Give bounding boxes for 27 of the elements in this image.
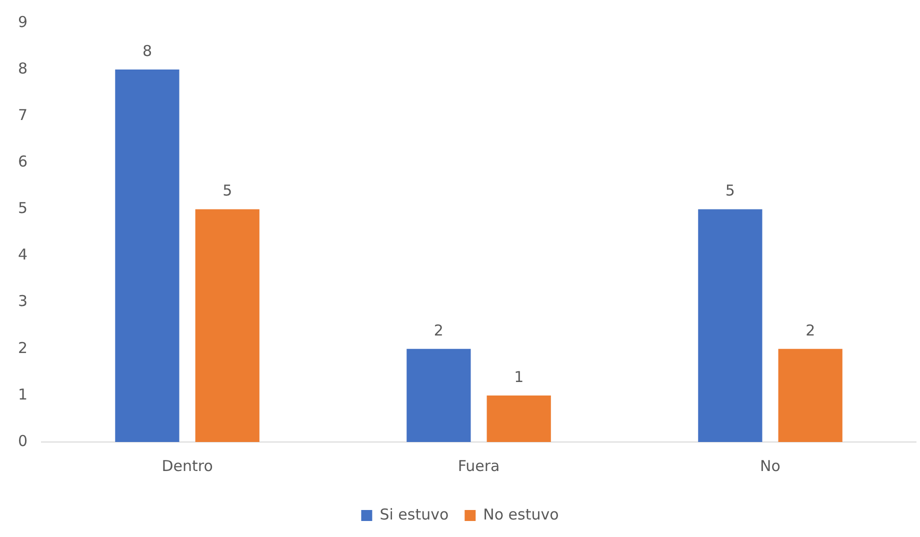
- legend-label: No estuvo: [483, 505, 559, 524]
- bar: [778, 348, 842, 442]
- y-tick-label: 2: [18, 338, 28, 357]
- y-tick-label: 3: [18, 292, 28, 310]
- x-tick-label: Dentro: [162, 456, 213, 475]
- y-tick-label: 7: [18, 106, 28, 124]
- x-tick-label: No: [760, 456, 780, 475]
- bar: [698, 209, 762, 442]
- x-tick-label: Fuera: [458, 456, 500, 475]
- y-tick-label: 5: [18, 199, 28, 218]
- data-label: 2: [806, 321, 816, 340]
- y-tick-label: 1: [18, 385, 28, 404]
- legend-label: Si estuvo: [380, 505, 449, 524]
- bar: [195, 209, 260, 442]
- bar: [115, 70, 180, 442]
- data-label: 5: [222, 182, 232, 200]
- y-tick-label: 6: [18, 152, 28, 171]
- data-label: 8: [142, 42, 152, 60]
- y-tick-label: 9: [18, 12, 28, 31]
- bar: [486, 395, 551, 442]
- data-label: 5: [725, 182, 735, 200]
- bar: [406, 348, 471, 442]
- data-label: 2: [434, 321, 444, 340]
- y-tick-label: 4: [18, 246, 28, 264]
- y-tick-label: 8: [18, 59, 28, 78]
- data-label: 1: [514, 368, 524, 386]
- y-tick-label: 0: [18, 432, 28, 450]
